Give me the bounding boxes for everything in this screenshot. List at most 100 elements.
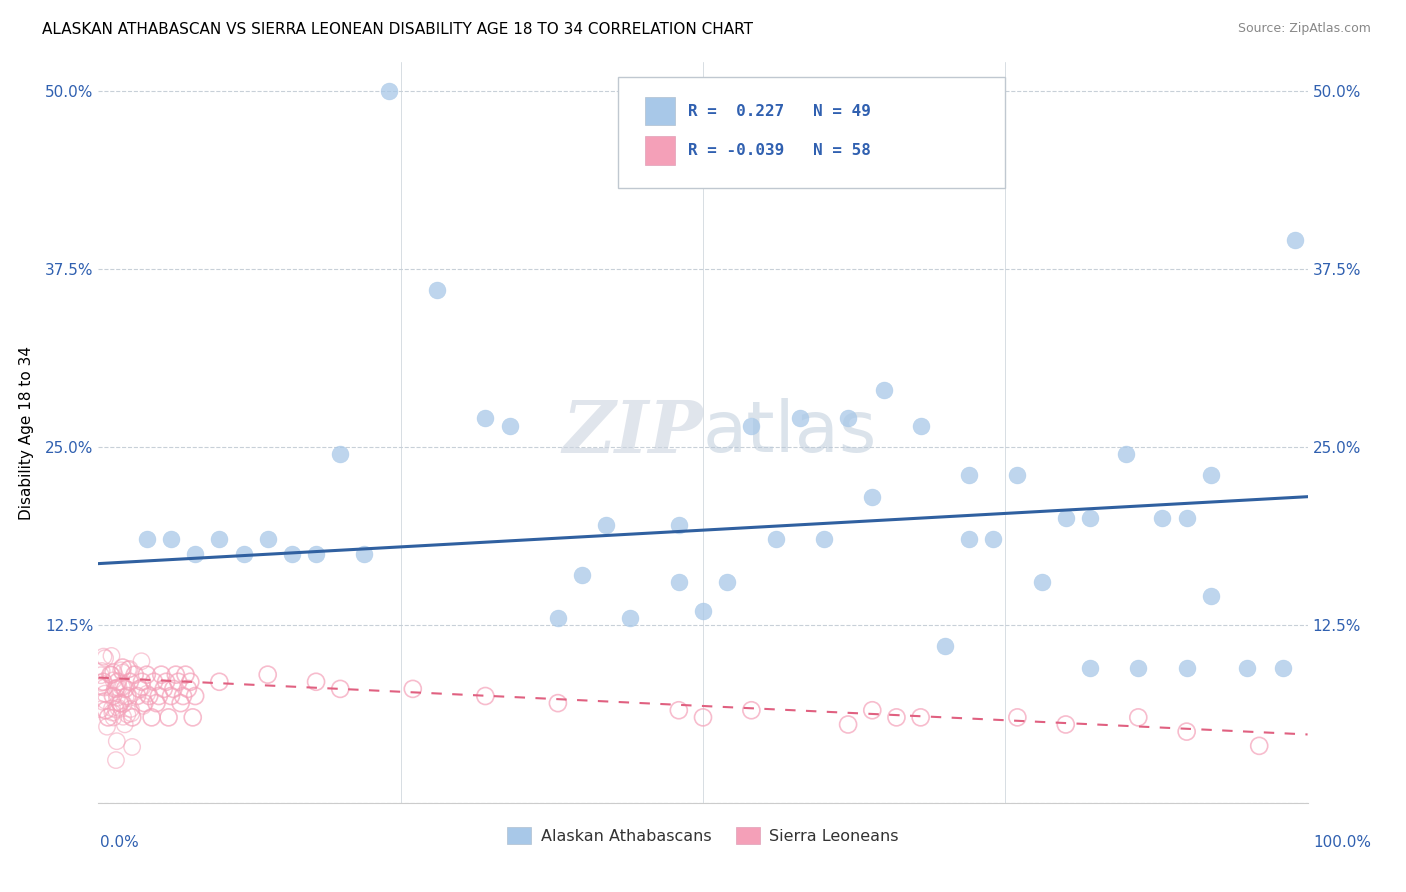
Text: ALASKAN ATHABASCAN VS SIERRA LEONEAN DISABILITY AGE 18 TO 34 CORRELATION CHART: ALASKAN ATHABASCAN VS SIERRA LEONEAN DIS… xyxy=(42,22,754,37)
Point xyxy=(135,667,157,681)
Point xyxy=(184,547,207,561)
Point xyxy=(1199,468,1222,483)
Point xyxy=(1272,660,1295,674)
Point xyxy=(169,696,191,710)
Point xyxy=(100,648,122,663)
Point xyxy=(1078,511,1101,525)
Text: ZIP: ZIP xyxy=(562,397,703,468)
Point xyxy=(162,681,184,696)
Point xyxy=(148,689,170,703)
Point xyxy=(150,667,173,681)
Point xyxy=(813,533,835,547)
Point xyxy=(860,703,883,717)
Point xyxy=(886,710,908,724)
FancyBboxPatch shape xyxy=(619,78,1005,188)
Point xyxy=(232,547,254,561)
Point xyxy=(668,703,690,717)
Point xyxy=(157,710,180,724)
Point xyxy=(124,667,146,681)
Point xyxy=(1175,660,1198,674)
Point xyxy=(105,681,128,695)
Point xyxy=(256,667,278,681)
Point xyxy=(107,681,129,695)
Point xyxy=(1078,660,1101,674)
Point xyxy=(108,696,131,710)
Point xyxy=(1054,717,1077,731)
Point xyxy=(111,660,134,674)
Point xyxy=(134,696,156,710)
Point xyxy=(1199,590,1222,604)
Point xyxy=(104,681,127,696)
Point xyxy=(132,698,155,713)
Point xyxy=(179,674,201,689)
Point xyxy=(1152,511,1174,525)
Point xyxy=(329,447,352,461)
Point xyxy=(860,490,883,504)
Point xyxy=(117,689,139,703)
Point xyxy=(138,689,160,703)
Point xyxy=(152,681,174,696)
Point xyxy=(305,674,328,689)
Point xyxy=(1054,511,1077,525)
Point xyxy=(181,710,204,724)
Point xyxy=(105,690,128,705)
Point xyxy=(595,518,617,533)
Point xyxy=(547,696,569,710)
Point xyxy=(90,702,112,716)
Point xyxy=(692,604,714,618)
Point xyxy=(135,533,157,547)
Point xyxy=(474,689,496,703)
Text: Source: ZipAtlas.com: Source: ZipAtlas.com xyxy=(1237,22,1371,36)
Point xyxy=(329,681,352,696)
Point xyxy=(101,689,124,703)
Point xyxy=(114,690,136,704)
Point xyxy=(107,701,129,715)
Point xyxy=(105,734,128,748)
Point xyxy=(118,662,141,676)
Point xyxy=(160,533,183,547)
Point xyxy=(1115,447,1137,461)
Point xyxy=(208,533,231,547)
Point xyxy=(145,696,167,710)
Point xyxy=(103,665,125,680)
Point xyxy=(136,687,159,701)
Point xyxy=(94,703,117,717)
Point xyxy=(402,681,425,696)
Point xyxy=(305,547,328,561)
Point xyxy=(981,533,1004,547)
Point xyxy=(94,687,117,701)
Point xyxy=(547,610,569,624)
Point xyxy=(110,663,132,677)
FancyBboxPatch shape xyxy=(645,97,675,126)
Point xyxy=(90,680,112,694)
Point xyxy=(100,668,122,682)
Point xyxy=(121,710,143,724)
Point xyxy=(131,674,153,689)
Point xyxy=(117,707,139,722)
Point xyxy=(619,610,641,624)
Point xyxy=(112,680,135,694)
Point xyxy=(740,418,762,433)
Point xyxy=(1007,710,1029,724)
Text: 100.0%: 100.0% xyxy=(1313,836,1372,850)
Point xyxy=(155,674,177,689)
Point xyxy=(571,568,593,582)
Point xyxy=(837,411,859,425)
Point xyxy=(108,697,131,711)
Point xyxy=(165,667,187,681)
Point xyxy=(131,680,153,694)
Point xyxy=(90,668,112,682)
Point xyxy=(104,753,127,767)
Point xyxy=(131,654,153,668)
Point xyxy=(112,697,135,711)
Point xyxy=(111,680,134,694)
Point xyxy=(94,651,117,665)
Point xyxy=(121,739,143,754)
Point xyxy=(103,710,125,724)
Point xyxy=(1031,575,1053,590)
Point xyxy=(1175,511,1198,525)
Point xyxy=(112,710,135,724)
Point xyxy=(208,674,231,689)
Y-axis label: Disability Age 18 to 34: Disability Age 18 to 34 xyxy=(18,345,34,520)
Point xyxy=(837,717,859,731)
